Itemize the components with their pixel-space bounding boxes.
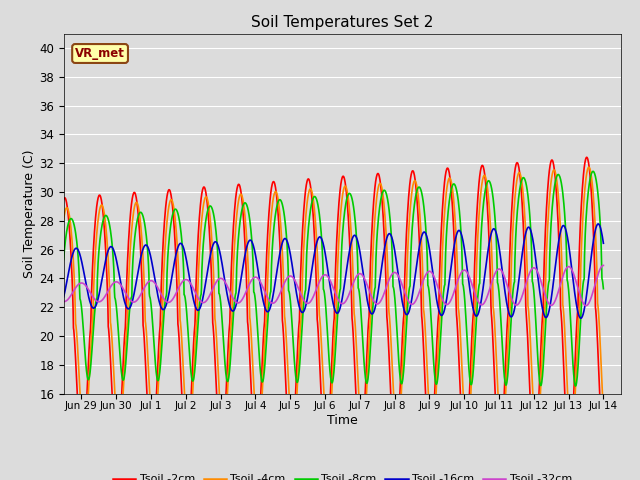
Line: Tsoil -4cm: Tsoil -4cm <box>47 167 604 440</box>
Tsoil -8cm <box>589 168 596 174</box>
Tsoil -16cm <box>130 293 138 299</box>
Legend: Tsoil -2cm, Tsoil -4cm, Tsoil -8cm, Tsoil -16cm, Tsoil -32cm: Tsoil -2cm, Tsoil -4cm, Tsoil -8cm, Tsoi… <box>108 470 577 480</box>
Tsoil -2cm <box>593 325 601 331</box>
Tsoil -16cm <box>593 223 600 229</box>
Tsoil -4cm <box>538 353 546 359</box>
Tsoil -16cm <box>310 252 318 257</box>
Tsoil -4cm <box>43 415 51 420</box>
Tsoil -32cm <box>582 303 590 309</box>
Tsoil -8cm <box>130 247 138 252</box>
Text: VR_met: VR_met <box>75 47 125 60</box>
Tsoil -16cm <box>300 309 308 314</box>
Tsoil -32cm <box>600 263 607 268</box>
Tsoil -8cm <box>300 300 308 305</box>
Tsoil -8cm <box>43 305 51 311</box>
Tsoil -8cm <box>593 182 601 188</box>
Tsoil -2cm <box>583 155 591 160</box>
Title: Soil Temperatures Set 2: Soil Temperatures Set 2 <box>252 15 433 30</box>
Tsoil -4cm <box>600 411 607 417</box>
Tsoil -8cm <box>538 380 545 385</box>
Tsoil -4cm <box>585 164 593 170</box>
Tsoil -4cm <box>310 205 318 211</box>
Tsoil -4cm <box>593 266 601 272</box>
Tsoil -16cm <box>595 221 602 227</box>
Y-axis label: Soil Temperature (C): Soil Temperature (C) <box>24 149 36 278</box>
Tsoil -32cm <box>538 281 545 287</box>
X-axis label: Time: Time <box>327 414 358 427</box>
Tsoil -2cm <box>538 326 545 332</box>
Tsoil -2cm <box>566 456 573 461</box>
Tsoil -16cm <box>43 259 51 264</box>
Line: Tsoil -32cm: Tsoil -32cm <box>47 265 604 306</box>
Tsoil -4cm <box>457 334 465 340</box>
Tsoil -2cm <box>600 454 607 459</box>
Tsoil -32cm <box>300 298 308 303</box>
Tsoil -4cm <box>130 209 138 215</box>
Tsoil -8cm <box>456 216 464 222</box>
Tsoil -16cm <box>600 240 607 246</box>
Line: Tsoil -16cm: Tsoil -16cm <box>47 224 604 318</box>
Line: Tsoil -8cm: Tsoil -8cm <box>47 171 604 386</box>
Tsoil -16cm <box>577 315 585 321</box>
Tsoil -2cm <box>43 454 51 460</box>
Tsoil -2cm <box>130 190 138 196</box>
Tsoil -8cm <box>600 286 607 291</box>
Tsoil -8cm <box>310 194 318 200</box>
Line: Tsoil -2cm: Tsoil -2cm <box>47 157 604 458</box>
Tsoil -16cm <box>456 228 464 234</box>
Tsoil -2cm <box>310 231 318 237</box>
Tsoil -16cm <box>538 302 545 308</box>
Tsoil -2cm <box>300 207 308 213</box>
Tsoil -32cm <box>456 272 464 277</box>
Tsoil -32cm <box>43 281 51 287</box>
Tsoil -32cm <box>130 299 138 305</box>
Tsoil -32cm <box>593 276 600 282</box>
Tsoil -8cm <box>572 383 579 389</box>
Tsoil -2cm <box>456 386 464 392</box>
Tsoil -32cm <box>310 291 318 297</box>
Tsoil -4cm <box>428 437 436 443</box>
Tsoil -4cm <box>300 244 308 250</box>
